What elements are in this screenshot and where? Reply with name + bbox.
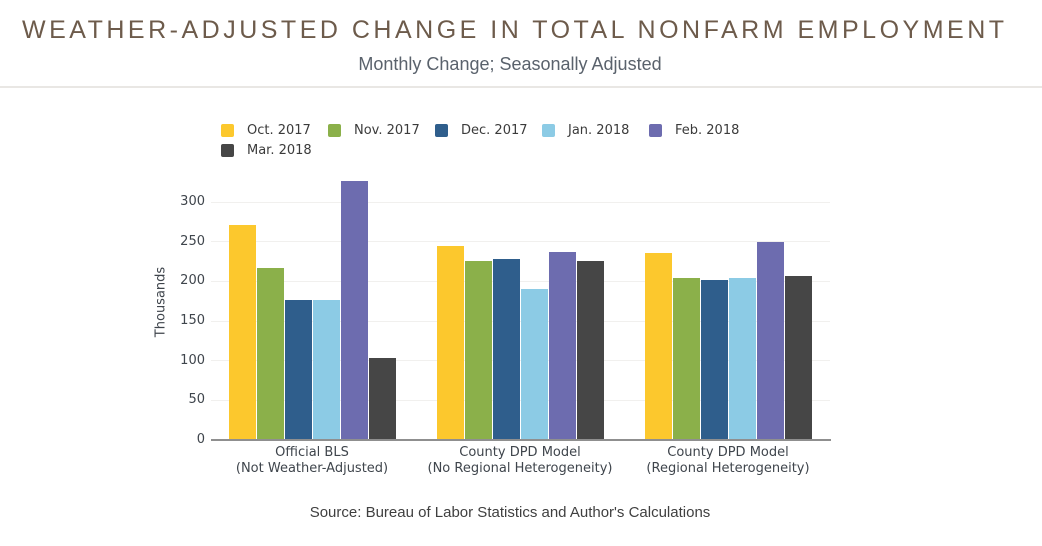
bar-oct-2017-group-2[interactable] bbox=[436, 246, 464, 440]
bar-mar-2018-group-1[interactable] bbox=[368, 358, 396, 440]
bar-mar-2018-group-2[interactable] bbox=[576, 261, 604, 440]
bar-nov-2017-group-2[interactable] bbox=[464, 261, 492, 440]
y-tick-150: 150 bbox=[180, 313, 205, 328]
x-category-label-3: County DPD Model (Regional Heterogeneity) bbox=[613, 445, 843, 477]
y-tick-50: 50 bbox=[188, 392, 205, 408]
bar-feb-2018-group-1[interactable] bbox=[340, 181, 368, 440]
x-category-label-line: County DPD Model bbox=[667, 445, 789, 460]
legend-swatch-icon bbox=[649, 123, 662, 137]
legend-label: Mar. 2018 bbox=[247, 142, 312, 158]
source-note: Source: Bureau of Labor Statistics and A… bbox=[309, 504, 711, 521]
bar-group-county-dpd-model-no-regional-heterogeneity bbox=[436, 150, 604, 440]
legend-item-jan-2018[interactable]: Jan. 2018 bbox=[542, 120, 645, 140]
bar-mar-2018-group-3[interactable] bbox=[784, 276, 812, 440]
header-divider bbox=[0, 86, 1042, 88]
legend-item-feb-2018[interactable]: Feb. 2018 bbox=[649, 120, 752, 140]
x-category-label-line: County DPD Model bbox=[459, 445, 581, 460]
gridline-300 bbox=[211, 201, 830, 203]
legend-label: Oct. 2017 bbox=[247, 122, 311, 138]
x-category-label-line: (Regional Heterogeneity) bbox=[646, 461, 810, 476]
legend-label: Feb. 2018 bbox=[675, 122, 740, 138]
bar-jan-2018-group-1[interactable] bbox=[312, 300, 340, 440]
legend-swatch-icon bbox=[435, 123, 448, 137]
legend-item-dec-2017[interactable]: Dec. 2017 bbox=[435, 120, 538, 140]
x-category-label-1: Official BLS (Not Weather-Adjusted) bbox=[197, 445, 427, 477]
bar-dec-2017-group-1[interactable] bbox=[284, 300, 312, 440]
bar-nov-2017-group-1[interactable] bbox=[256, 268, 284, 440]
x-category-label-line: Official BLS bbox=[275, 445, 349, 460]
y-tick-200: 200 bbox=[180, 273, 205, 289]
y-tick-250: 250 bbox=[180, 233, 205, 249]
bar-group-county-dpd-model-regional-heterogeneity bbox=[644, 150, 812, 440]
legend: Oct. 2017 Nov. 2017 Dec. 2017 Jan. 2018 Feb.… bbox=[221, 120, 781, 160]
legend-swatch-icon bbox=[328, 123, 341, 137]
gridline-200 bbox=[211, 280, 830, 282]
chart-subtitle: Monthly Change; Seasonally Adjusted bbox=[358, 54, 662, 74]
legend-item-nov-2017[interactable]: Nov. 2017 bbox=[328, 120, 431, 140]
bar-group-official-bls-not-weather-adjusted bbox=[228, 150, 396, 440]
legend-swatch-icon bbox=[221, 123, 234, 137]
x-category-label-line: (No Regional Heterogeneity) bbox=[427, 461, 613, 476]
bar-jan-2018-group-2[interactable] bbox=[520, 289, 548, 440]
bar-feb-2018-group-3[interactable] bbox=[756, 242, 784, 440]
x-category-label-2: County DPD Model (No Regional Heterogenei… bbox=[405, 445, 635, 477]
bar-dec-2017-group-3[interactable] bbox=[700, 280, 728, 440]
bar-jan-2018-group-3[interactable] bbox=[728, 278, 756, 440]
bar-oct-2017-group-3[interactable] bbox=[644, 253, 672, 440]
legend-item-mar-2018[interactable]: Mar. 2018 bbox=[221, 140, 324, 160]
y-tick-300: 300 bbox=[180, 194, 205, 209]
x-axis-line bbox=[211, 439, 831, 441]
y-tick-100: 100 bbox=[180, 352, 205, 368]
chart-title: WEATHER-ADJUSTED CHANGE IN TOTAL NONFARM… bbox=[22, 16, 1008, 44]
bar-feb-2018-group-2[interactable] bbox=[548, 252, 576, 440]
legend-swatch-icon bbox=[221, 143, 234, 157]
gridline-250 bbox=[211, 241, 830, 243]
x-category-label-line: (Not Weather-Adjusted) bbox=[235, 461, 389, 476]
bar-nov-2017-group-3[interactable] bbox=[672, 278, 700, 440]
legend-item-oct-2017[interactable]: Oct. 2017 bbox=[221, 120, 324, 140]
legend-swatch-icon bbox=[542, 123, 555, 137]
bar-dec-2017-group-2[interactable] bbox=[492, 259, 520, 440]
legend-label: Jan. 2018 bbox=[568, 122, 630, 138]
legend-label: Nov. 2017 bbox=[354, 122, 420, 138]
bar-oct-2017-group-1[interactable] bbox=[228, 225, 256, 440]
legend-label: Dec. 2017 bbox=[461, 122, 528, 138]
y-tick-0: 0 bbox=[196, 432, 205, 447]
